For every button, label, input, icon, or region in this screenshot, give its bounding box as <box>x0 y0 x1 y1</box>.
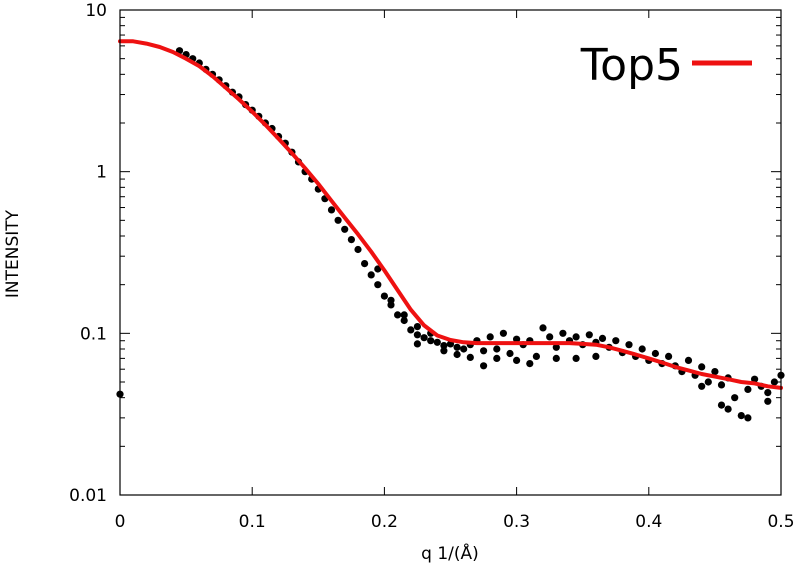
data-point <box>592 352 600 360</box>
data-point <box>651 349 660 358</box>
data-point <box>354 245 362 254</box>
x-tick-label: 0 <box>115 512 126 532</box>
data-point <box>480 347 488 355</box>
y-axis-title: INTENSITY <box>3 209 23 298</box>
data-point <box>427 337 435 345</box>
x-tick-label: 0.1 <box>239 512 266 532</box>
data-point <box>717 401 726 409</box>
data-point <box>400 316 408 325</box>
data-point <box>413 323 421 331</box>
data-point <box>453 350 461 359</box>
x-tick-label: 0.2 <box>371 512 398 532</box>
data-point <box>394 311 402 319</box>
data-point <box>486 333 494 341</box>
data-point <box>407 326 415 334</box>
data-point <box>493 345 501 353</box>
data-point <box>334 216 342 224</box>
data-point <box>327 206 336 214</box>
y-tick-label: 0.01 <box>69 486 107 506</box>
data-point <box>400 311 408 319</box>
data-point <box>440 347 448 355</box>
x-tick-label: 0.3 <box>503 512 530 532</box>
data-point <box>460 345 468 353</box>
x-tick-label: 0.5 <box>767 512 794 532</box>
data-point <box>433 338 441 346</box>
data-point <box>665 352 673 360</box>
y-tick-label: 10 <box>85 1 107 21</box>
data-point <box>546 333 554 341</box>
data-point <box>698 382 706 390</box>
data-point <box>374 281 382 289</box>
data-point <box>744 385 752 393</box>
x-axis-title: q 1/(Å) <box>421 542 479 564</box>
data-point <box>684 356 693 364</box>
data-point <box>374 265 382 273</box>
data-point <box>539 324 547 332</box>
data-point <box>612 337 620 345</box>
data-point <box>380 292 388 300</box>
data-point <box>526 360 534 368</box>
data-point <box>466 353 474 361</box>
data-point <box>751 375 759 383</box>
data-point <box>744 414 752 422</box>
data-point <box>387 296 395 304</box>
data-point <box>572 354 580 362</box>
data-point <box>598 334 607 342</box>
data-point <box>440 342 448 350</box>
fit-line-top5 <box>118 39 783 390</box>
data-point <box>506 349 514 358</box>
data-point <box>480 362 488 370</box>
data-point <box>559 329 567 337</box>
data-point <box>698 363 706 371</box>
data-layer <box>116 39 785 422</box>
x-tick-label: 0.4 <box>635 512 662 532</box>
data-point <box>572 333 580 341</box>
data-point <box>737 412 745 420</box>
data-point <box>532 352 541 360</box>
legend-label: Top5 <box>580 40 683 91</box>
data-point <box>513 356 521 364</box>
data-point <box>770 378 779 386</box>
y-tick-label: 1 <box>96 163 107 183</box>
data-point <box>367 271 375 279</box>
axes-layer: 0 0.1 0.2 0.3 0.4 0.5 0.01 0.1 1 10 <box>69 1 794 532</box>
data-point <box>420 334 428 342</box>
data-point <box>493 354 501 362</box>
data-point <box>638 345 646 353</box>
data-point <box>513 335 521 343</box>
data-point <box>361 260 369 268</box>
data-point <box>711 368 719 376</box>
plot-frame <box>119 9 782 496</box>
data-point <box>764 397 772 405</box>
data-point <box>453 343 461 351</box>
data-point <box>731 394 739 402</box>
data-point <box>413 340 421 348</box>
data-point <box>347 236 355 244</box>
data-point <box>585 331 593 339</box>
data-point <box>499 329 507 337</box>
y-tick-label: 0.1 <box>80 324 107 344</box>
data-point <box>625 341 633 349</box>
data-point <box>341 225 349 233</box>
data-point <box>764 389 772 397</box>
legend: Top5 <box>580 40 752 91</box>
data-point <box>717 381 726 389</box>
data-point <box>413 331 421 339</box>
data-point <box>552 343 560 351</box>
data-point <box>704 378 712 386</box>
data-point <box>552 354 560 362</box>
data-point <box>724 405 732 413</box>
